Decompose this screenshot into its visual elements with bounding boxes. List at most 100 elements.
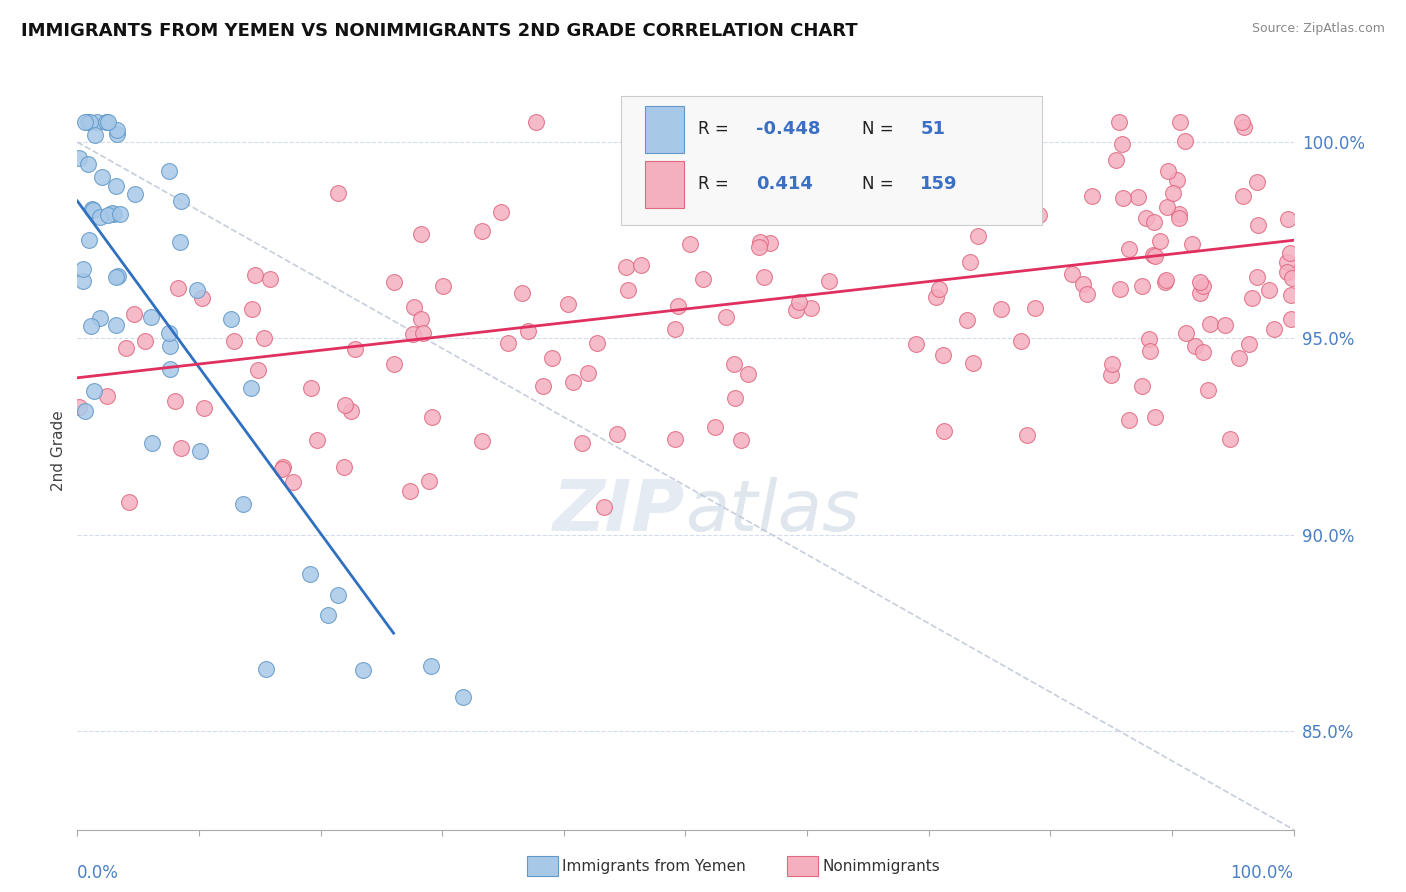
Point [737,367,759,381]
Point [1128,189,1150,203]
Point [1112,190,1135,204]
Point [1144,410,1167,425]
Point [723,357,745,371]
Text: 0.414: 0.414 [756,175,813,193]
Point [105,127,128,141]
Point [1281,271,1303,285]
Point [1156,200,1178,214]
Point [510,286,533,301]
FancyBboxPatch shape [645,161,685,208]
Point [1188,275,1211,289]
Point [97,208,120,222]
Point [869,119,891,133]
Point [1163,186,1185,200]
Point [1168,211,1191,225]
Point [259,272,281,286]
Point [86,115,108,129]
Text: N =: N = [862,120,898,138]
Point [245,268,267,282]
Point [1168,207,1191,221]
Text: N =: N = [862,175,898,193]
Point [107,268,129,283]
Point [1175,326,1198,341]
Point [787,295,810,310]
Point [67,151,90,165]
Point [167,281,190,295]
Point [990,302,1012,317]
Point [1139,343,1161,358]
Point [1279,312,1302,326]
Point [281,475,304,489]
Text: 51: 51 [920,120,945,138]
Point [592,500,614,514]
FancyBboxPatch shape [645,106,685,153]
Point [1143,249,1166,263]
Point [928,282,950,296]
Text: atlas: atlas [686,476,860,546]
Point [82,202,104,216]
Point [232,498,254,512]
Point [1191,279,1213,293]
Point [752,270,775,285]
Point [420,410,443,425]
Point [222,334,245,349]
Point [94,115,117,129]
Point [693,200,716,214]
Point [326,588,349,602]
Point [89,311,111,326]
Point [97,115,120,129]
Point [1132,278,1154,293]
Point [340,404,363,418]
Point [316,608,339,623]
Point [1105,153,1128,168]
Point [170,194,193,208]
Point [75,115,97,129]
Point [1188,285,1211,300]
Point [1154,273,1177,287]
Point [748,235,770,249]
Point [114,341,136,355]
Y-axis label: 2nd Grade: 2nd Grade [51,410,66,491]
Point [141,436,163,450]
Point [1130,379,1153,393]
Point [1024,202,1046,216]
Point [1071,277,1094,291]
Point [1142,248,1164,262]
Point [606,427,628,442]
Point [471,224,494,238]
Point [90,170,112,185]
Point [76,115,98,129]
Point [271,460,294,475]
Point [748,239,770,253]
Point [246,363,269,377]
Point [1181,236,1204,251]
Point [666,299,689,313]
Point [1166,173,1188,187]
Point [333,398,356,412]
Point [1157,163,1180,178]
Point [1275,265,1298,279]
Point [1277,212,1299,227]
Point [1230,115,1253,129]
Point [419,659,441,673]
Point [524,115,547,129]
Point [1108,281,1130,295]
Text: R =: R = [697,175,734,193]
Point [307,434,329,448]
Point [1232,188,1254,202]
Point [352,663,374,677]
Point [1263,321,1285,335]
Point [82,202,104,217]
Text: R =: R = [697,120,734,138]
Point [1198,318,1220,332]
Point [188,444,211,458]
Point [1174,134,1197,148]
Point [758,235,780,250]
Point [1239,337,1261,351]
Point [165,394,187,409]
Point [1149,234,1171,248]
Point [399,483,422,498]
Point [219,312,242,326]
Point [108,207,131,221]
Text: 100.0%: 100.0% [1230,863,1294,881]
